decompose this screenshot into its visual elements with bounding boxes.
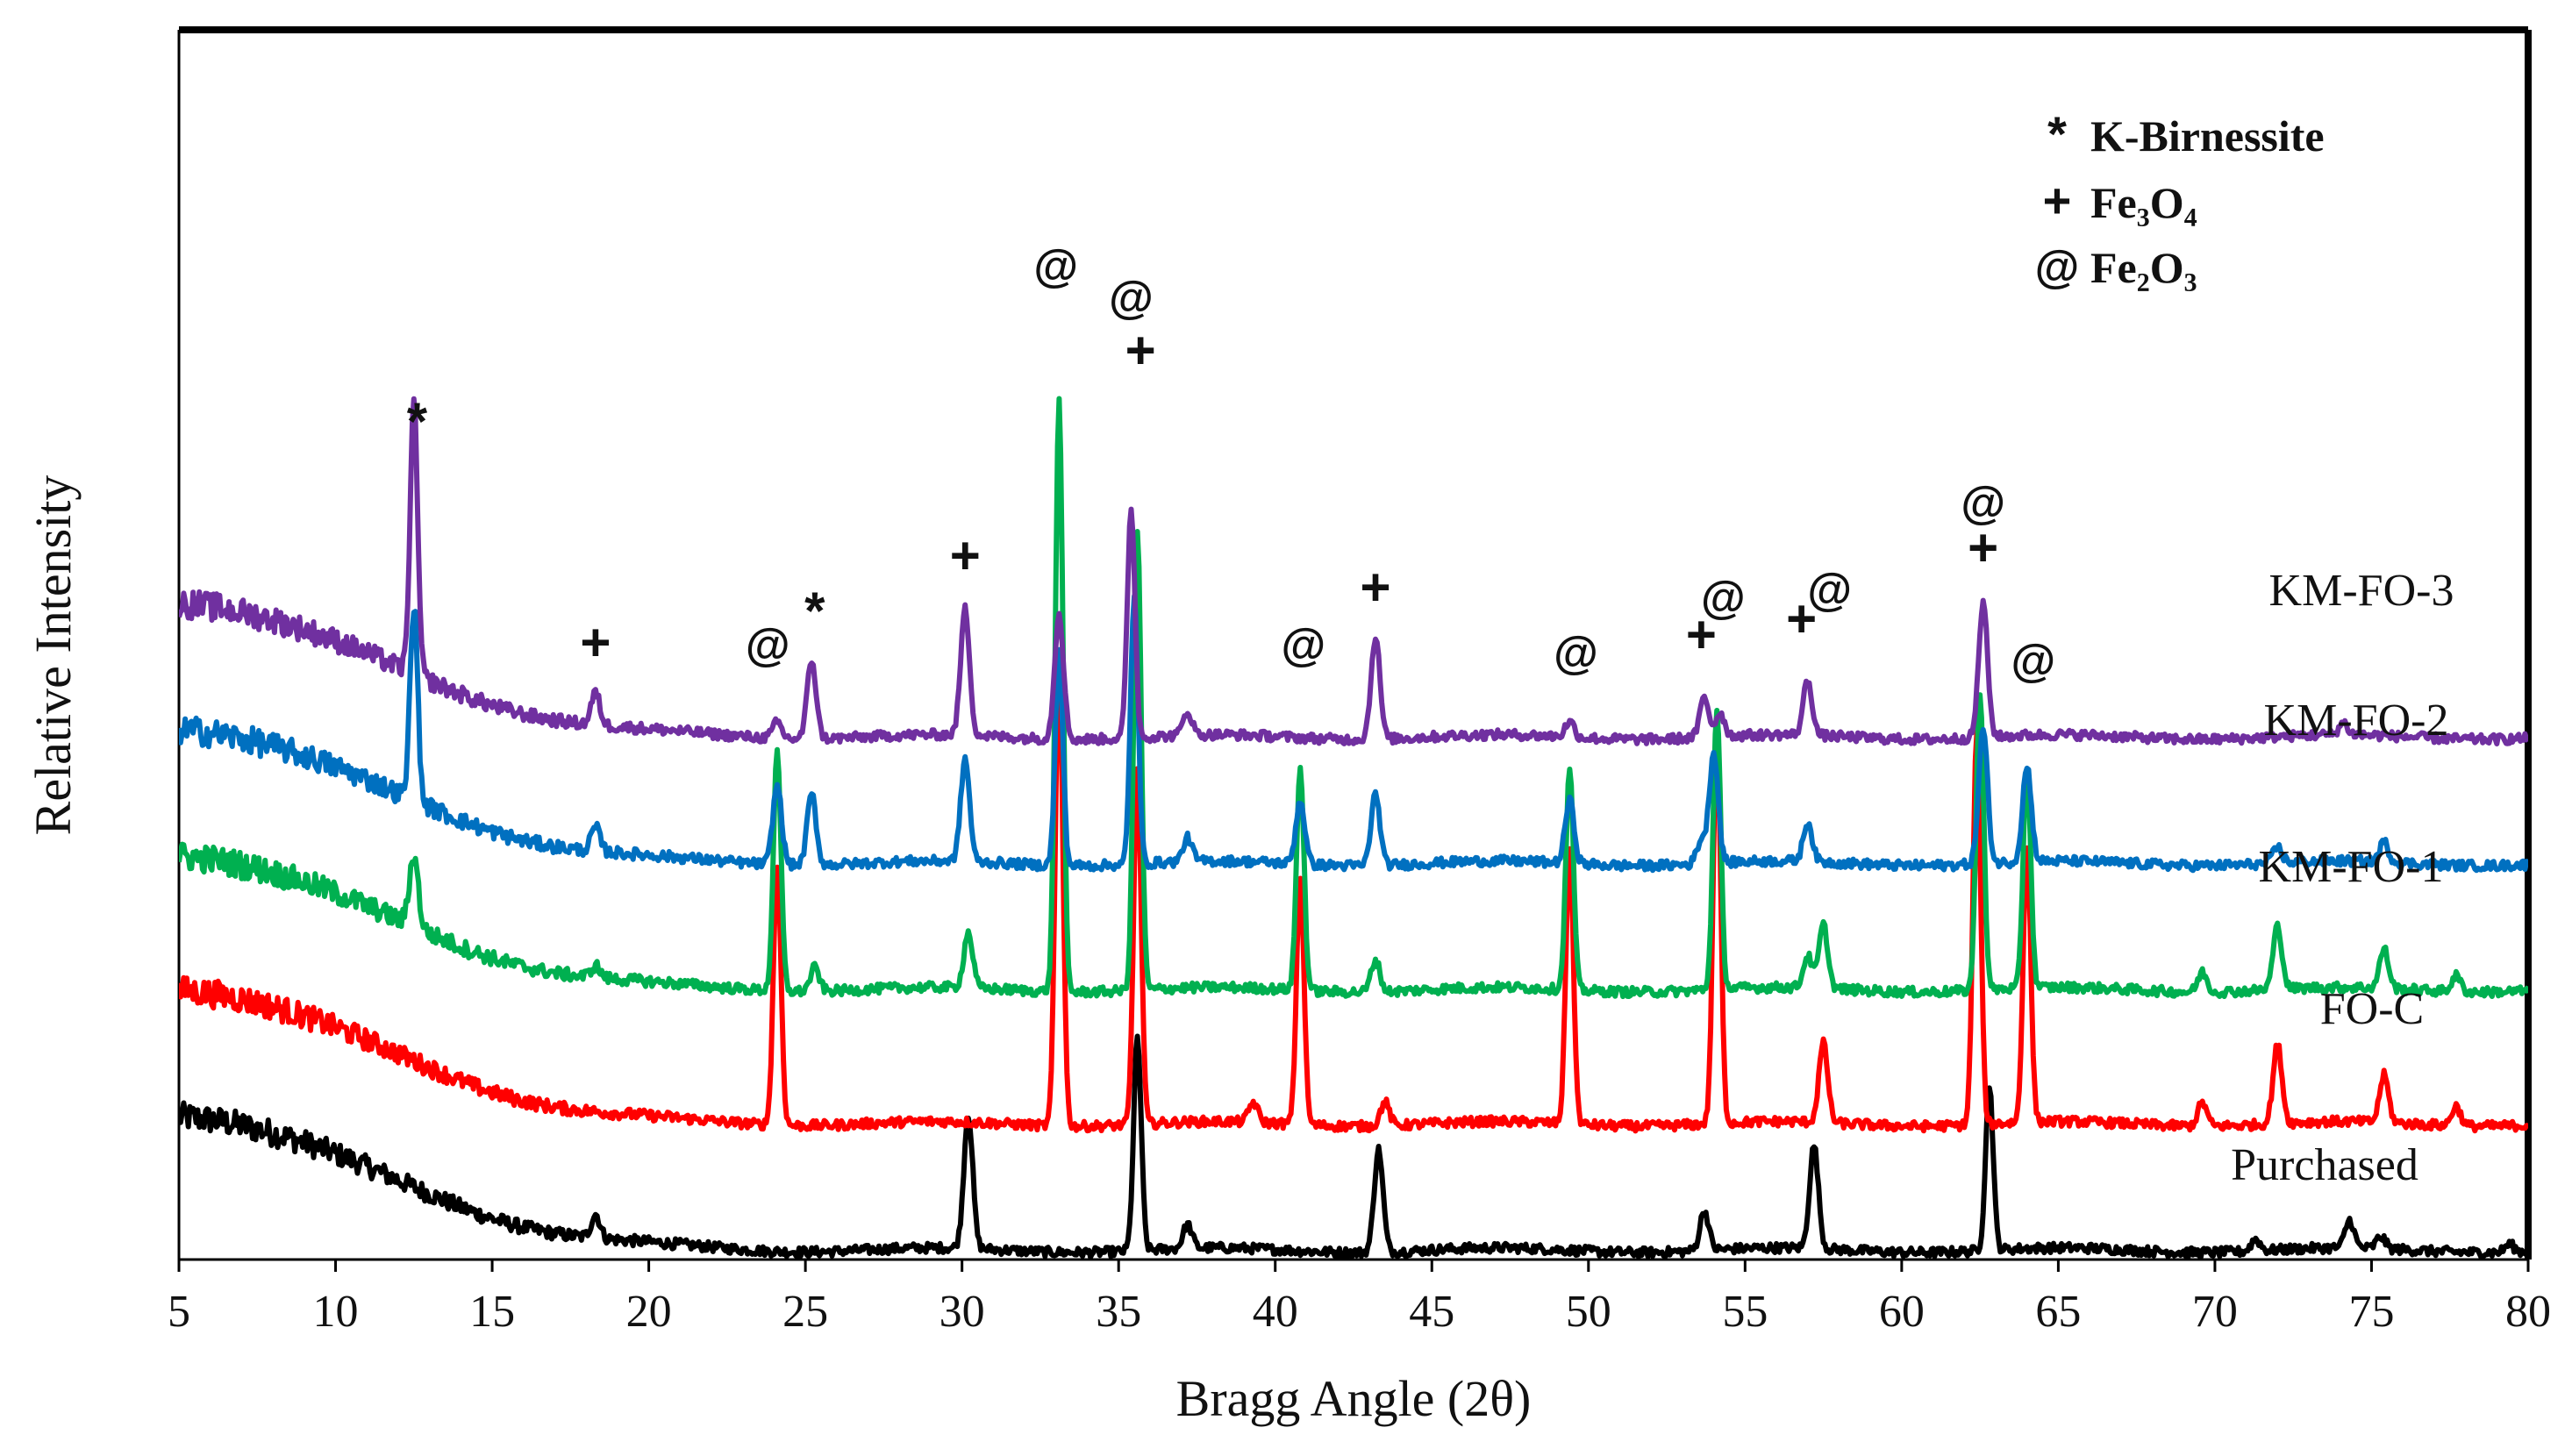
x-tick-label: 30 <box>939 1287 985 1337</box>
annotation-fe2o3: @ <box>1701 573 1746 624</box>
x-tick-label: 15 <box>469 1287 515 1337</box>
series-line-km-fo-1 <box>179 396 2528 1000</box>
annotation-fe2o3: @ <box>1109 273 1154 324</box>
x-tick-label: 60 <box>1879 1287 1925 1337</box>
x-tick-label: 80 <box>2505 1287 2551 1337</box>
series-line-purchased <box>179 1033 2528 1260</box>
annotation-fe3o4: + <box>1686 605 1717 664</box>
series-label-km-fo-2: KM-FO-2 <box>2264 696 2449 746</box>
annotation-fe2o3: @ <box>2011 636 2055 687</box>
legend: * K-Birnessite + Fe₃O₄@ Fe₂O₃ <box>2035 106 2325 293</box>
annotation-fe3o4: + <box>580 613 611 672</box>
x-tick-label: 45 <box>1409 1287 1454 1337</box>
x-tick-label: 40 <box>1253 1287 1298 1337</box>
series-label-purchased: Purchased <box>2231 1140 2418 1190</box>
annotation-fe2o3: @ <box>746 620 790 671</box>
series-label-km-fo-3: KM-FO-3 <box>2269 566 2454 616</box>
series-line-fo-c <box>179 649 2528 1134</box>
legend-symbol: @ <box>2035 242 2080 293</box>
series-label-km-fo-1: KM-FO-1 <box>2259 842 2444 892</box>
annotation-fe3o4: + <box>950 526 981 585</box>
annotation-k-birnessite: * <box>804 582 825 640</box>
annotation-fe3o4: + <box>1968 518 1998 577</box>
annotation-k-birnessite: * <box>407 392 428 451</box>
x-tick-label: 65 <box>2035 1287 2081 1337</box>
legend-entry: K-Birnessite <box>2090 111 2325 161</box>
x-tick-label: 75 <box>2348 1287 2394 1337</box>
annotation-fe2o3: @ <box>1554 628 1598 679</box>
y-axis-title: Relative Intensity <box>25 475 82 836</box>
annotation-fe2o3: @ <box>1807 565 1852 616</box>
annotation-fe2o3: @ <box>1282 620 1326 671</box>
annotation-fe3o4: + <box>1360 558 1390 617</box>
annotation-fe2o3: @ <box>1033 241 1078 292</box>
x-tick-label: 25 <box>782 1287 828 1337</box>
x-tick-label: 10 <box>313 1287 359 1337</box>
legend-symbol: * <box>2047 106 2067 161</box>
x-tick-label: 70 <box>2192 1287 2238 1337</box>
legend-symbol: + <box>2043 173 2072 228</box>
annotation-fe2o3: @ <box>1961 478 2005 529</box>
x-axis-title: Bragg Angle (2θ) <box>1176 1370 1532 1427</box>
x-tick-label: 50 <box>1566 1287 1611 1337</box>
x-tick-label: 5 <box>168 1287 190 1337</box>
series-label-fo-c: FO-C <box>2320 984 2424 1034</box>
annotation-fe3o4: + <box>1786 589 1817 648</box>
legend-entry: Fe₃O₄ <box>2090 178 2197 227</box>
legend-entry: Fe₂O₃ <box>2090 243 2197 292</box>
series-line-km-fo-2 <box>179 593 2528 874</box>
series-line-km-fo-3 <box>179 396 2528 746</box>
x-tick-label: 20 <box>626 1287 672 1337</box>
x-tick-label: 35 <box>1096 1287 1141 1337</box>
annotation-fe3o4: + <box>1125 321 1156 380</box>
x-tick-label: 55 <box>1722 1287 1768 1337</box>
